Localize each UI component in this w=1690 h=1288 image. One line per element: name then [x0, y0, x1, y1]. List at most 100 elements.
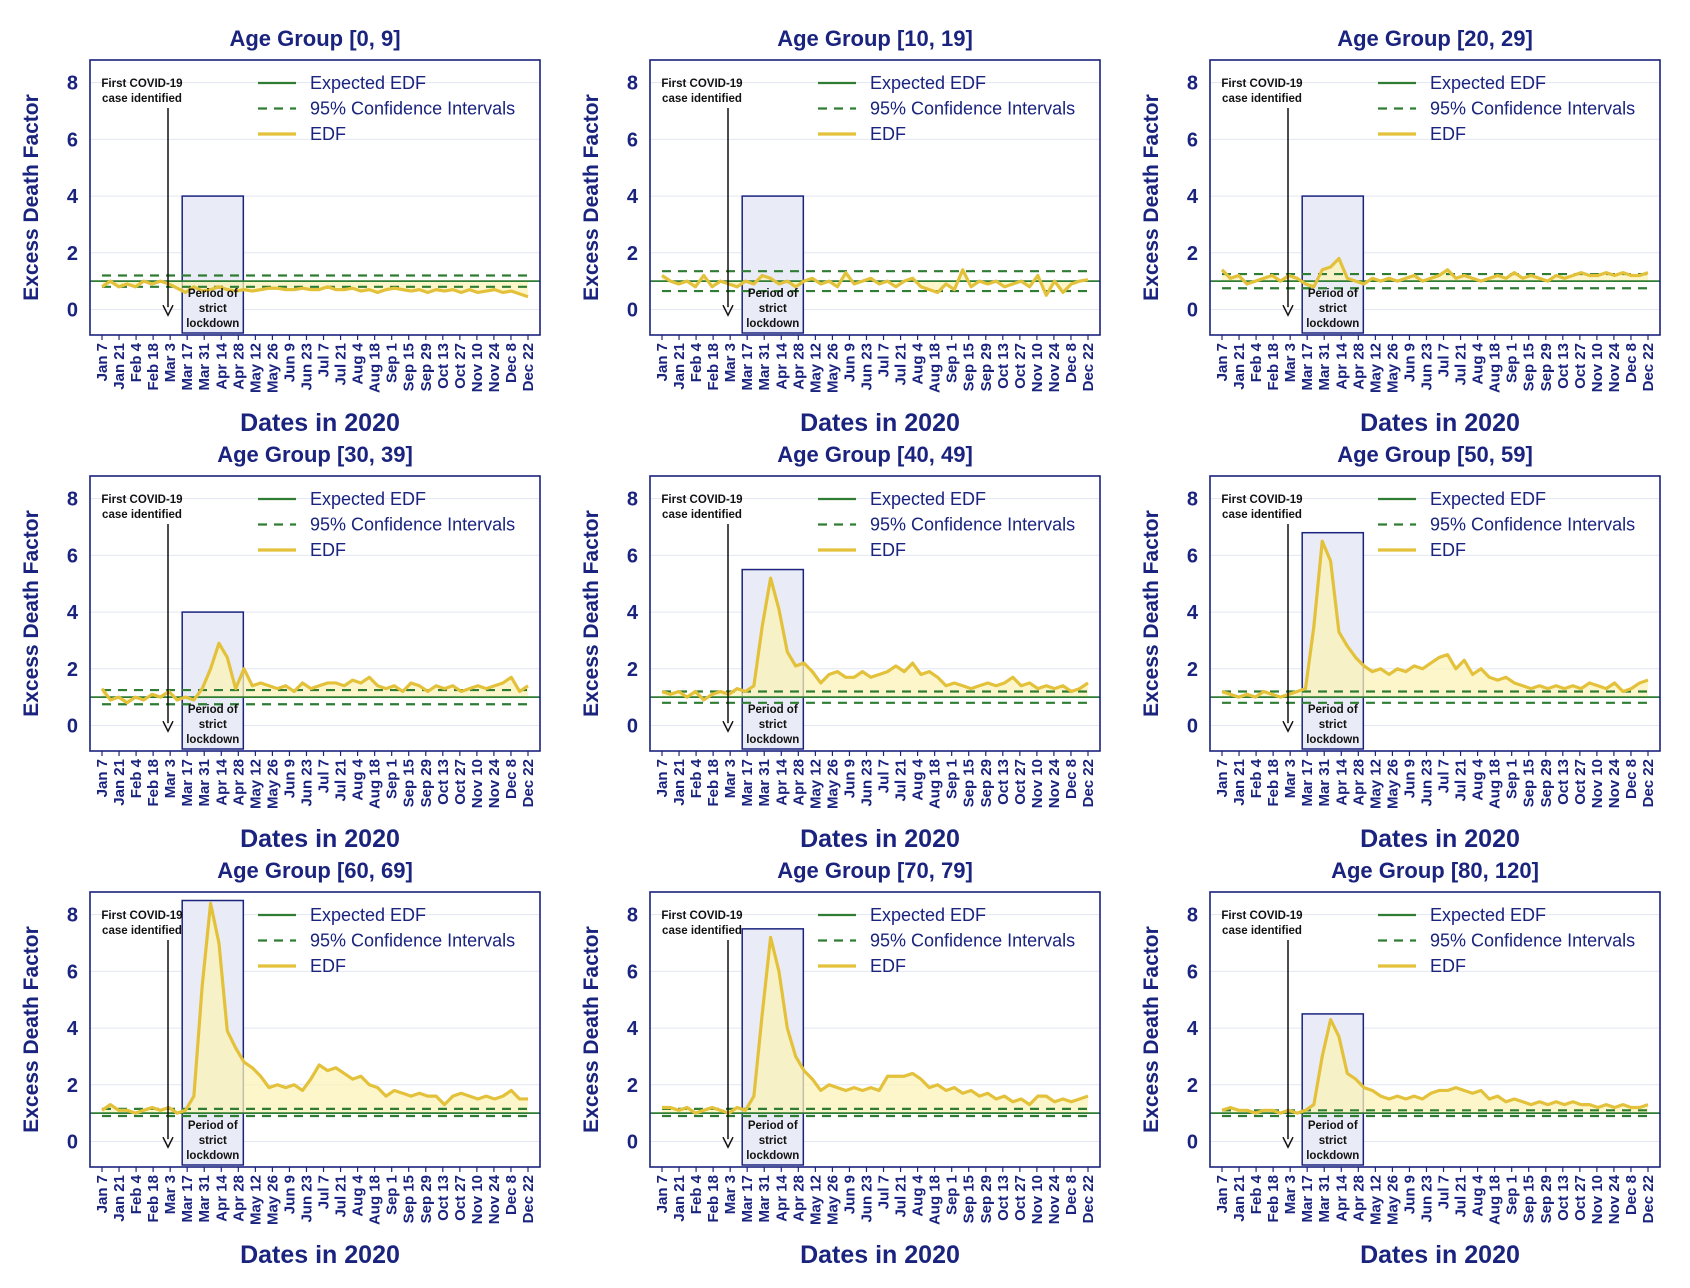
x-tick-label: Jul 7	[876, 343, 893, 377]
x-tick-label: Mar 31	[756, 1175, 773, 1223]
y-tick-label: 0	[1187, 715, 1198, 737]
x-tick-label: Apr 28	[790, 1175, 807, 1222]
legend-label: EDF	[1430, 540, 1466, 560]
legend-label: 95% Confidence Intervals	[310, 99, 515, 119]
x-tick-label: Jun 9	[281, 1175, 298, 1214]
x-tick-label: Jun 9	[281, 759, 298, 798]
legend-label: EDF	[870, 540, 906, 560]
x-tick-label: May 26	[1384, 759, 1401, 809]
x-tick-label: Oct 13	[995, 759, 1012, 805]
x-tick-label: Dec 8	[1063, 343, 1080, 383]
lockdown-label: strict	[1319, 303, 1347, 315]
x-tick-label: Oct 27	[1012, 759, 1029, 805]
lockdown-label: lockdown	[746, 318, 799, 330]
x-tick-label: May 26	[824, 759, 841, 809]
x-tick-label: Nov 10	[1029, 759, 1046, 808]
panel-7: Age Group [60, 69] 0 2 4 6 8 Period of strict lo…	[20, 858, 541, 1269]
x-tick-label: Sep 29	[418, 343, 435, 391]
x-tick-label: Jul 21	[1453, 343, 1470, 386]
x-tick-label: Oct 27	[1012, 1175, 1029, 1221]
lockdown-label: strict	[759, 1135, 787, 1147]
x-tick-label: Jul 7	[316, 343, 333, 377]
x-tick-label: Jul 7	[1436, 1175, 1453, 1209]
lockdown-box	[1301, 195, 1365, 334]
x-tick-label: Sep 29	[978, 1175, 995, 1223]
arrow-down-icon	[162, 1136, 174, 1149]
x-tick-label: Oct 27	[1572, 759, 1589, 805]
x-tick-label: Sep 29	[978, 759, 995, 807]
first-case-annotation: case identified	[102, 93, 182, 105]
plot-frame	[1209, 891, 1661, 1168]
panel-8: Age Group [70, 79] 0 2 4 6 8 Period of strict lo…	[580, 858, 1101, 1269]
legend-label: Expected EDF	[1430, 73, 1546, 93]
x-tick-label: Mar 31	[196, 759, 213, 807]
x-tick-label: Nov 24	[486, 342, 503, 392]
x-tick-label: Feb 18	[705, 1175, 722, 1223]
legend-label: Expected EDF	[1430, 905, 1546, 925]
x-tick-label: May 12	[807, 343, 824, 393]
x-tick-label: Mar 31	[196, 343, 213, 391]
x-tick-label: Jan 7	[94, 1175, 111, 1213]
y-tick-label: 8	[67, 489, 78, 511]
plot-area	[650, 892, 1100, 1167]
x-tick-label: Nov 10	[1029, 343, 1046, 392]
legend-label: 95% Confidence Intervals	[870, 931, 1075, 951]
legend-label: Expected EDF	[870, 905, 986, 925]
legend-label: EDF	[310, 956, 346, 976]
x-tick-label: Sep 1	[1504, 1175, 1521, 1215]
y-tick-label: 8	[627, 73, 638, 95]
x-tick-label: Sep 15	[961, 1175, 978, 1223]
x-tick-label: Mar 31	[1316, 343, 1333, 391]
lockdown-label: strict	[759, 719, 787, 731]
edf-area	[662, 578, 1088, 700]
x-tick-label: Jan 21	[671, 343, 688, 390]
x-tick-label: Mar 17	[739, 1175, 756, 1223]
plot-frame	[89, 59, 541, 336]
x-tick-label: Aug 18	[927, 759, 944, 809]
x-tick-label: May 12	[1367, 759, 1384, 809]
arrow-down-icon	[722, 720, 734, 733]
panel-title: Age Group [70, 79]	[777, 858, 973, 883]
x-tick-label: Jul 7	[876, 759, 893, 793]
x-tick-label: Aug 18	[1487, 759, 1504, 809]
edf-line	[1221, 1017, 1649, 1115]
x-tick-label: May 12	[807, 1175, 824, 1225]
x-tick-label: Jun 9	[281, 343, 298, 382]
lockdown-label: Period of	[188, 704, 238, 716]
lockdown-label: lockdown	[186, 1150, 239, 1162]
plot-frame	[649, 59, 1101, 336]
lockdown-label: lockdown	[186, 734, 239, 746]
x-tick-label: Aug 18	[927, 343, 944, 393]
x-tick-label: Sep 1	[944, 343, 961, 383]
x-tick-label: Sep 29	[1538, 343, 1555, 391]
x-tick-label: Mar 3	[162, 343, 179, 382]
x-tick-label: Nov 24	[1606, 758, 1623, 808]
x-tick-label: Nov 24	[1046, 758, 1063, 808]
y-tick-label: 6	[67, 545, 78, 567]
x-tick-label: Jan 7	[654, 343, 671, 381]
arrow-down-icon	[1282, 720, 1294, 733]
plot-area	[1210, 476, 1660, 751]
panel-title: Age Group [10, 19]	[777, 26, 973, 51]
x-tick-label: Oct 27	[1572, 343, 1589, 389]
x-tick-label: Feb 4	[688, 758, 705, 798]
x-tick-label: Jan 21	[1231, 1175, 1248, 1222]
x-tick-label: Feb 18	[1265, 759, 1282, 807]
panel-9: Age Group [80, 120] 0 2 4 6 8 Period of strict l…	[1140, 858, 1661, 1269]
x-tick-label: Feb 18	[705, 759, 722, 807]
x-tick-label: Jul 21	[893, 1175, 910, 1218]
x-tick-label: Jul 21	[333, 759, 350, 802]
x-tick-label: Sep 1	[1504, 343, 1521, 383]
x-tick-label: Feb 18	[145, 1175, 162, 1223]
x-tick-label: Jun 23	[1418, 759, 1435, 807]
legend-label: EDF	[1430, 956, 1466, 976]
x-tick-label: May 26	[264, 343, 281, 393]
x-tick-label: Apr 14	[1333, 758, 1350, 805]
lockdown-label: lockdown	[746, 734, 799, 746]
x-tick-label: Dec 22	[1640, 343, 1657, 391]
x-axis-label: Dates in 2020	[240, 409, 400, 437]
first-case-annotation: First COVID-19	[661, 78, 742, 90]
y-tick-label: 6	[67, 961, 78, 983]
x-tick-label: Jan 21	[1231, 759, 1248, 806]
first-case-annotation: case identified	[1222, 93, 1302, 105]
